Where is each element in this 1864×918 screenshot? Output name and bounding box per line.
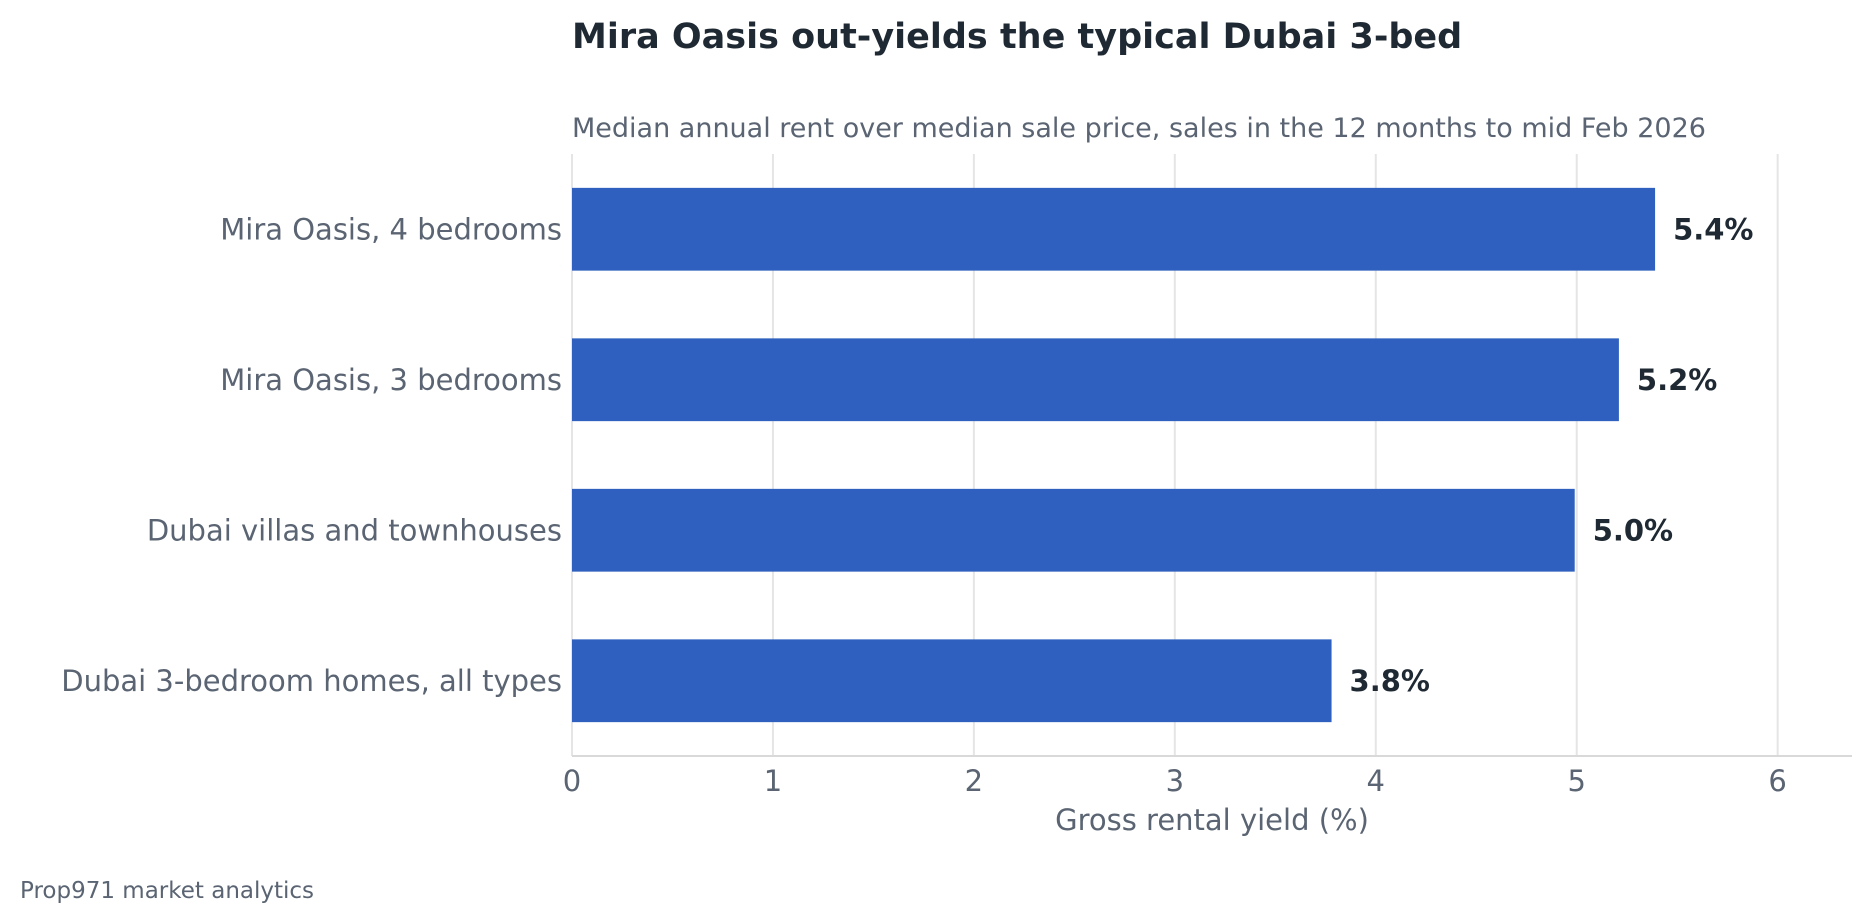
x-tick-label-3: 3 (1166, 764, 1184, 798)
value-label-1: 5.2% (1637, 363, 1717, 397)
value-label-2: 5.0% (1593, 513, 1673, 547)
category-label-3: Dubai 3-bedroom homes, all types (61, 664, 562, 698)
chart-title: Mira Oasis out-yields the typical Dubai … (572, 17, 1462, 57)
chart-subtitle: Median annual rent over median sale pric… (572, 113, 1706, 144)
x-axis-ticks: 0 1 2 3 4 5 6 (563, 764, 1787, 798)
source-note: Prop971 market analytics (20, 878, 314, 904)
category-labels: Mira Oasis, 4 bedrooms Mira Oasis, 3 bedr… (61, 212, 562, 698)
bar-2 (572, 488, 1575, 572)
value-label-0: 5.4% (1673, 212, 1753, 246)
value-labels: 5.4% 5.2% 5.0% 3.8% (1350, 212, 1754, 698)
category-label-1: Mira Oasis, 3 bedrooms (220, 363, 562, 397)
x-tick-label-1: 1 (764, 764, 782, 798)
bar-3 (572, 639, 1332, 723)
bar-1 (572, 338, 1619, 422)
value-label-3: 3.8% (1350, 664, 1430, 698)
x-tick-label-6: 6 (1768, 764, 1786, 798)
bars (572, 187, 1656, 723)
x-tick-label-0: 0 (563, 764, 581, 798)
x-tick-label-5: 5 (1567, 764, 1585, 798)
category-label-0: Mira Oasis, 4 bedrooms (220, 212, 562, 246)
x-axis-label: Gross rental yield (%) (1055, 803, 1369, 837)
bar-0 (572, 187, 1656, 271)
x-tick-label-4: 4 (1367, 764, 1385, 798)
category-label-2: Dubai villas and townhouses (147, 513, 562, 547)
x-tick-label-2: 2 (965, 764, 983, 798)
